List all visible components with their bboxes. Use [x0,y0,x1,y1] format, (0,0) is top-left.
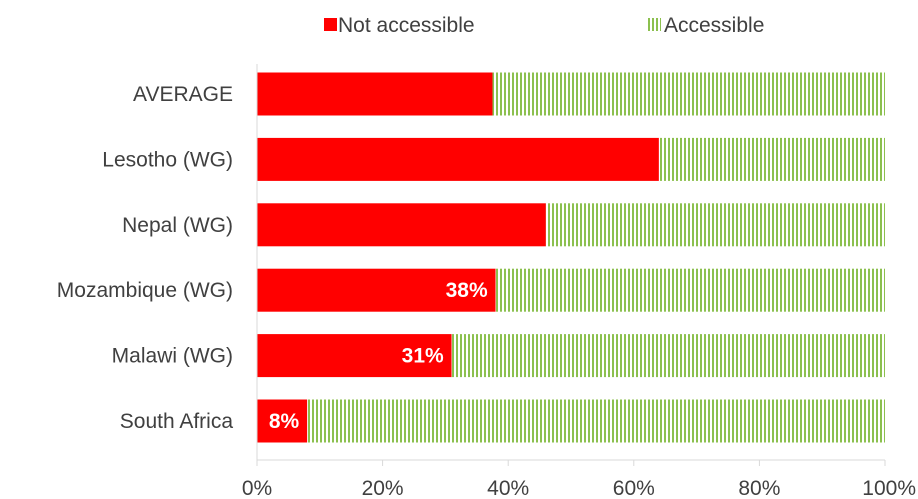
legend-label-not-accessible: Not accessible [338,14,475,37]
bar-not-accessible-nepal-wg [257,203,546,247]
data-label-south-africa: 8% [269,410,300,433]
bar-not-accessible-south-africa [257,399,308,443]
bar-accessible-average [492,72,885,116]
x-tick-label: 20% [362,477,404,499]
labels: AVERAGE Lesotho (WG) Nepal (WG) 38% Mozambiq… [57,83,488,433]
bar-not-accessible-mozambique-wg [257,268,496,312]
legend-swatch-not-accessible [324,18,337,31]
category-label-south-africa: South Africa [120,410,234,433]
x-tick-label: 40% [487,477,529,499]
bar-not-accessible-average [257,72,493,116]
bars [257,72,885,443]
legend-label-accessible: Accessible [664,14,764,37]
category-label-nepal-wg: Nepal (WG) [122,214,233,237]
category-label-average: AVERAGE [133,83,233,106]
data-label-mozambique-wg: 38% [446,279,488,302]
bar-accessible-south-africa [307,399,885,443]
bar-accessible-malawi-wg [451,334,885,378]
bar-not-accessible-lesotho-wg [257,137,659,181]
bar-accessible-lesotho-wg [658,137,885,181]
category-label-mozambique-wg: Mozambique (WG) [57,279,233,302]
legend-swatch-accessible [648,18,661,31]
x-tick-label: 80% [738,477,780,499]
bar-accessible-nepal-wg [545,203,885,247]
x-tick-label: 100% [862,477,916,499]
bar-not-accessible-malawi-wg [257,334,452,378]
bar-accessible-mozambique-wg [495,268,885,312]
category-label-lesotho-wg: Lesotho (WG) [102,148,233,171]
category-label-malawi-wg: Malawi (WG) [112,345,233,368]
x-tick-label: 0% [242,477,272,499]
x-tick-label: 60% [613,477,655,499]
x-axis: 0% 20% 40% 60% 80% 100% [242,64,916,499]
data-label-malawi-wg: 31% [402,345,444,368]
legend: Not accessible Accessible [324,14,764,37]
